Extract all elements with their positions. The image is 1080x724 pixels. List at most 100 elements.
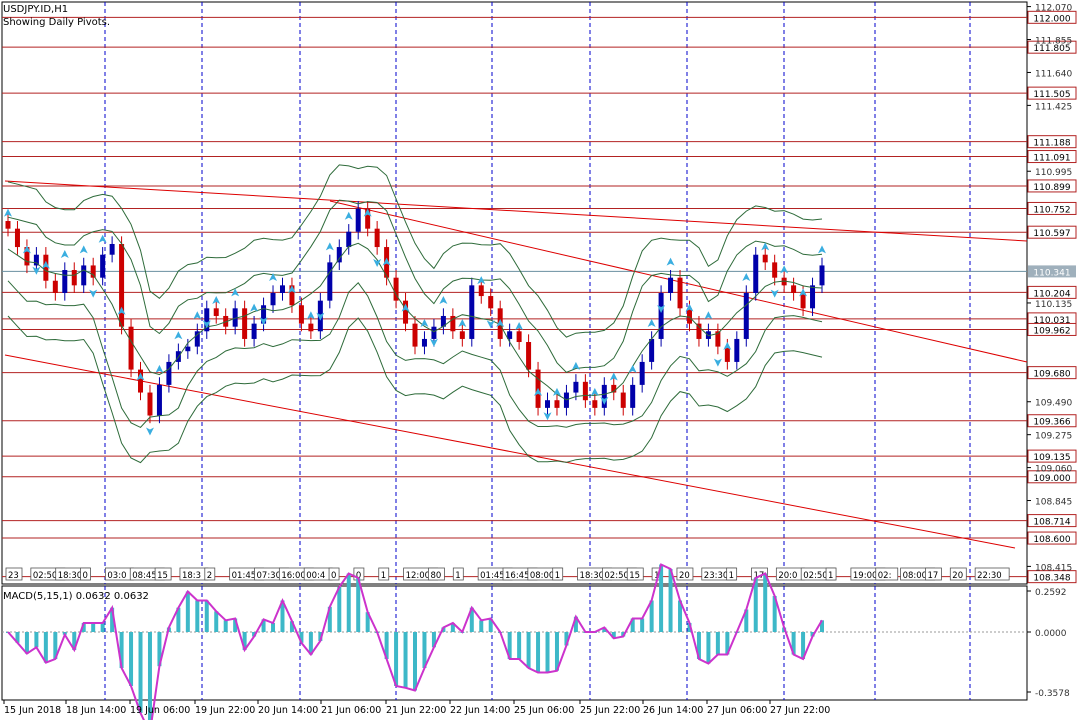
pivot-label-box	[1027, 366, 1077, 380]
candle-body	[431, 326, 437, 339]
band-upper	[7, 199, 823, 373]
macd-hist-bar	[346, 573, 351, 632]
session-label: 20:0	[778, 571, 797, 581]
candle-body	[119, 243, 125, 327]
fractal-up-arrow	[231, 288, 240, 297]
session-label: 12:00	[406, 571, 431, 581]
symbol-title: USDJPY.ID,H1	[3, 4, 69, 15]
macd-hist-bar	[185, 591, 190, 632]
session-label: 1	[654, 571, 659, 581]
fractal-down-arrow	[713, 358, 722, 367]
macd-hist-bar	[715, 632, 720, 655]
fractal-down-arrow	[770, 289, 779, 298]
macd-hist-bar	[488, 618, 493, 632]
candle-body	[298, 305, 304, 324]
fractal-down-arrow	[657, 305, 666, 313]
candle-body	[800, 293, 806, 309]
macd-hist-bar	[394, 632, 399, 686]
price-tick-label: 111.640	[1035, 69, 1072, 79]
candle-body	[696, 323, 702, 339]
session-label: 0	[356, 571, 361, 581]
session-label: 23	[8, 571, 19, 581]
fractal-up-arrow	[193, 311, 202, 320]
candle-body	[421, 338, 427, 347]
pivot-label-box	[1027, 470, 1077, 484]
session-label: 18:30	[58, 571, 82, 581]
macd-hist-bar	[744, 609, 749, 632]
candle-body	[639, 361, 645, 385]
main-pane	[1, 1, 1028, 585]
pivot-label: 110.204	[1033, 289, 1070, 299]
pivot-label: 109.000	[1033, 474, 1070, 484]
session-label-box	[452, 567, 464, 581]
pivot-label: 110.031	[1033, 316, 1070, 326]
fractal-up-arrow	[590, 387, 599, 396]
macd-hist-bar	[43, 632, 48, 663]
macd-hist-bar	[687, 623, 692, 632]
session-label: 00:4	[306, 571, 325, 581]
fractal-up-arrow	[250, 303, 259, 312]
candle-body	[772, 262, 778, 278]
candle-body	[14, 228, 20, 248]
macd-hist-bar	[479, 620, 484, 632]
candle-body	[308, 323, 314, 332]
candle-body	[478, 285, 484, 297]
fractal-up-arrow	[534, 387, 543, 396]
macd-hist-bar	[252, 632, 257, 637]
macd-hist-bar	[810, 632, 815, 637]
session-label: 02:	[878, 571, 892, 581]
macd-hist-bar	[147, 632, 152, 724]
candle-body	[516, 331, 522, 343]
price-tick-label: 110.995	[1035, 168, 1072, 178]
macd-hist-bar	[204, 600, 209, 632]
fractal-up-arrow	[704, 311, 713, 320]
candle-body	[743, 293, 749, 339]
macd-hist-bar	[696, 632, 701, 659]
candle-body	[223, 315, 229, 327]
session-label-box	[925, 567, 942, 581]
time-axis-label: 25 Jun 22:00	[580, 705, 640, 716]
candle-body	[71, 270, 77, 286]
session-label: 20	[679, 571, 690, 581]
macd-hist-bar	[195, 600, 200, 632]
band-lower	[7, 315, 823, 464]
band-middle	[7, 242, 823, 401]
fractal-up-arrow	[571, 361, 580, 370]
session-label: 18:30	[580, 571, 605, 581]
trend-line-lower	[4, 354, 1016, 549]
price-tick-label: 110.135	[1035, 300, 1072, 310]
candle-body	[781, 277, 787, 286]
macd-hist-bar	[536, 632, 541, 673]
fractal-down-arrow	[316, 312, 325, 321]
time-axis-label: 27 Jun 22:00	[770, 705, 830, 716]
price-tick-label: 108.415	[1035, 563, 1072, 573]
macd-hist-bar	[403, 632, 408, 688]
candle-body	[403, 300, 409, 324]
candle-body	[33, 254, 39, 266]
session-label: 23:30	[704, 571, 729, 581]
session-label: 01:45	[232, 571, 257, 581]
fractal-up-arrow	[666, 257, 675, 266]
pivot-label-box	[1027, 225, 1077, 239]
candle-body	[327, 262, 333, 301]
candle-body	[630, 384, 636, 408]
time-axis-label: 25 Jun 06:00	[514, 705, 574, 716]
candle-body	[147, 392, 153, 416]
macd-hist-bar	[233, 618, 238, 632]
candle-body	[261, 305, 267, 324]
macd-hist-bar	[678, 600, 683, 632]
session-label-box	[626, 567, 644, 581]
candle-body	[459, 331, 465, 339]
fractal-down-arrow	[373, 259, 382, 268]
session-label: 02:50	[33, 571, 58, 581]
macd-hist-bar	[564, 632, 569, 646]
session-label-box	[378, 567, 390, 581]
fractal-up-arrow	[79, 245, 88, 254]
macd-hist-bar	[214, 611, 219, 632]
candle-body	[753, 254, 759, 293]
macd-label: MACD(5,15,1) 0.0632 0.0632	[3, 591, 149, 602]
pivot-label-box	[1027, 86, 1077, 100]
candle-body	[336, 247, 342, 263]
